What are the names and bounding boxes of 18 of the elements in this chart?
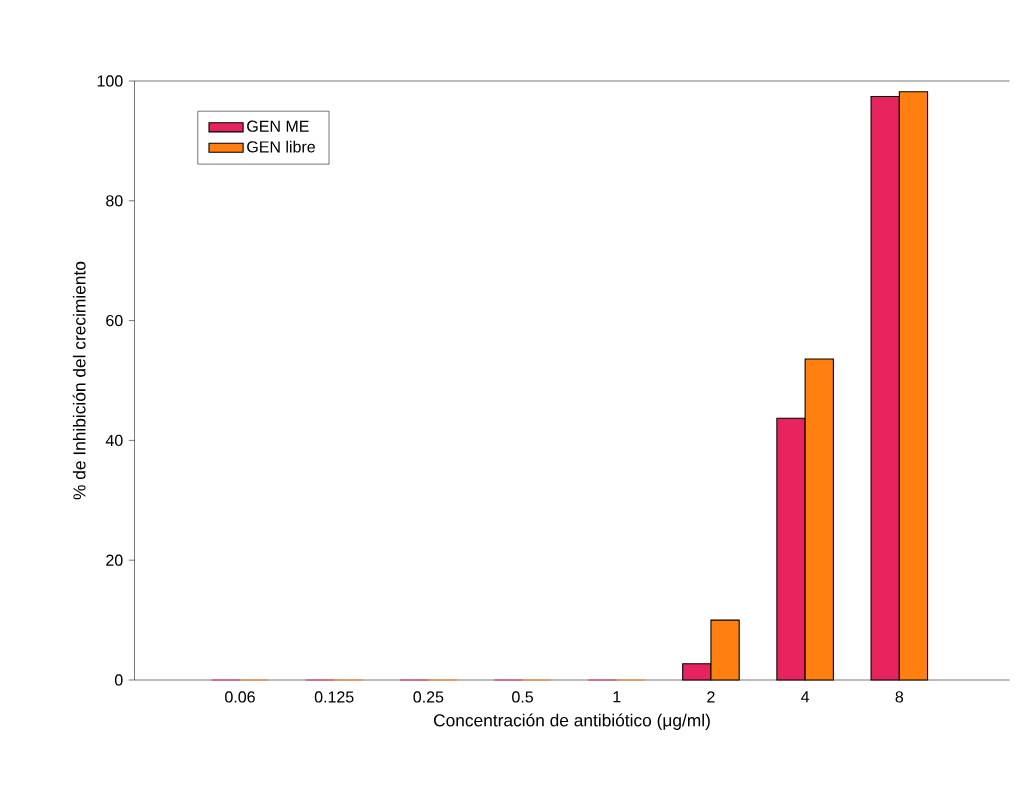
x-tick-label: 0.5 bbox=[512, 691, 534, 703]
y-tick-label: 80 bbox=[106, 195, 123, 207]
x-tick-label: 4 bbox=[801, 691, 810, 703]
y-tick-label: 20 bbox=[106, 554, 123, 566]
y-tick-label: 60 bbox=[106, 314, 123, 327]
x-tick-label: 0.125 bbox=[314, 691, 354, 703]
x-tick-label: 0.25 bbox=[413, 691, 444, 703]
y-tick-label: 0 bbox=[114, 674, 123, 686]
y-tick-label: 100 bbox=[97, 75, 123, 87]
x-tick-label: 2 bbox=[707, 691, 715, 703]
x-tick-label: 1 bbox=[613, 691, 621, 703]
y-tick-label: 40 bbox=[105, 434, 123, 447]
x-axis-title: Concentración de antibiótico (μg/ml) bbox=[433, 713, 710, 730]
y-axis-title: % de Inhibición del crecimiento bbox=[72, 261, 86, 500]
legend-label: GEN libre bbox=[247, 140, 315, 153]
x-tick-label: 8 bbox=[895, 691, 904, 703]
x-tick-label: 0.06 bbox=[225, 691, 255, 703]
legend-label: GEN ME bbox=[247, 120, 309, 132]
